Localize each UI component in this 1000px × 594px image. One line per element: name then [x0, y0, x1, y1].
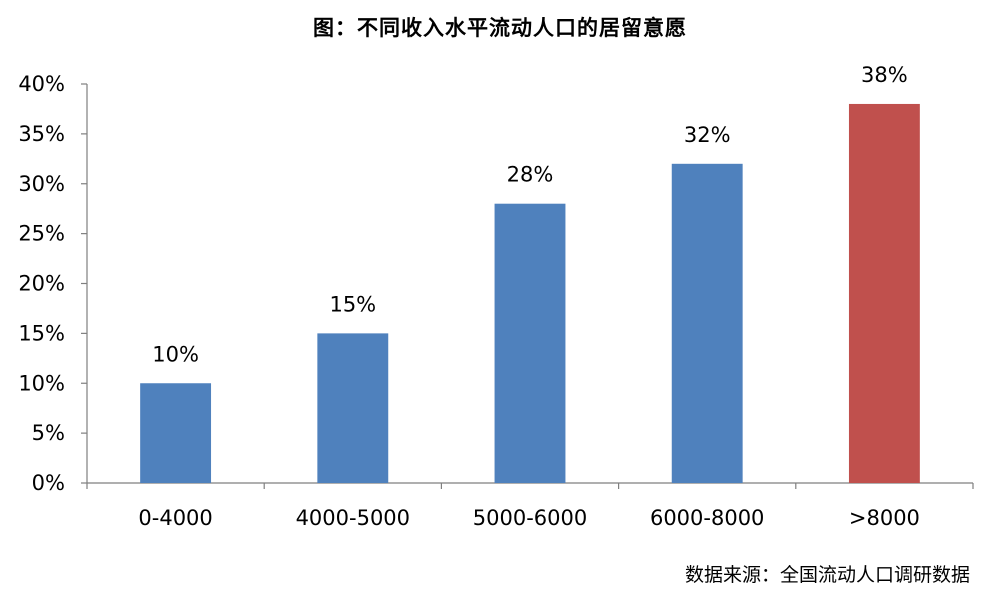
- data-label: 10%: [152, 342, 199, 366]
- data-label: 28%: [507, 163, 554, 187]
- source-note: 数据来源：全国流动人口调研数据: [684, 564, 970, 586]
- x-category-label: >8000: [849, 506, 920, 530]
- bar: [848, 103, 920, 483]
- x-category-label: 5000-6000: [473, 506, 587, 530]
- bar: [140, 383, 212, 483]
- y-tick-label: 0%: [32, 471, 65, 495]
- y-tick-label: 40%: [18, 72, 65, 96]
- y-tick-label: 20%: [18, 272, 65, 296]
- y-tick-label: 30%: [18, 172, 65, 196]
- chart-title: 图：不同收入水平流动人口的居留意愿: [313, 16, 687, 40]
- y-tick-label: 25%: [18, 222, 65, 246]
- y-tick-label: 10%: [18, 371, 65, 395]
- data-label: 15%: [329, 292, 376, 316]
- data-label: 32%: [684, 123, 731, 147]
- bar: [671, 163, 743, 484]
- x-category-label: 0-4000: [138, 506, 212, 530]
- y-tick-label: 35%: [18, 122, 65, 146]
- x-category-label: 6000-8000: [650, 506, 764, 530]
- x-category-label: 4000-5000: [296, 506, 410, 530]
- y-tick-label: 15%: [18, 321, 65, 345]
- y-tick-label: 5%: [32, 421, 65, 445]
- data-label: 38%: [861, 63, 908, 87]
- bar: [317, 333, 389, 483]
- bar: [494, 203, 566, 483]
